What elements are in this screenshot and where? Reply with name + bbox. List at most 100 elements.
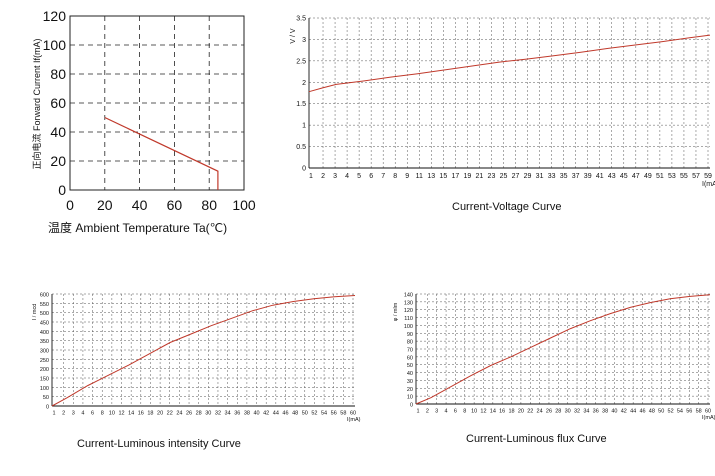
x-tick-label: 36 [593,409,599,415]
y-tick-label: 90 [407,332,413,338]
y-tick-label: 0 [58,182,66,198]
x-tick-label: 1 [52,411,55,417]
x-tick-label: 58 [696,409,702,415]
x-tick-label: 8 [101,411,104,417]
x-tick-label: 34 [225,411,231,417]
x-tick-label: 6 [454,409,457,415]
x-tick-label: 43 [608,173,616,180]
x-tick-label: 25 [500,173,508,180]
y-tick-label: 50 [407,363,413,369]
x-tick-label: 100 [232,197,256,213]
x-tick-label: 8 [393,173,397,180]
y-tick-label: 70 [407,348,413,354]
x-tick-label: 40 [611,409,617,415]
x-tick-label: 46 [639,409,645,415]
x-tick-label: 56 [686,409,692,415]
x-tick-label: 38 [244,411,250,417]
x-tick-label: 52 [668,409,674,415]
x-tick-label: 13 [427,173,435,180]
y-tick-label: 0 [46,405,49,411]
x-tick-label: 29 [524,173,532,180]
y-axis-label: I / mcd [32,304,38,321]
x-tick-label: 44 [630,409,636,415]
x-tick-label: 50 [302,411,308,417]
x-tick-label: 2 [321,173,325,180]
x-tick-label: 2 [62,411,65,417]
y-tick-label: 0.5 [296,144,306,151]
x-tick-label: 12 [118,411,124,417]
x-tick-label: 12 [480,409,486,415]
y-tick-label: 40 [50,124,66,140]
x-tick-label: 28 [555,409,561,415]
plot-frame [69,15,245,191]
y-tick-label: 100 [404,324,413,330]
x-tick-label: 49 [644,173,652,180]
x-tick-label: 20 [518,409,524,415]
series-line [415,294,711,405]
y-tick-label: 300 [40,349,49,355]
x-tick-label: 54 [321,411,327,417]
x-tick-label: 16 [138,411,144,417]
y-tick-label: 80 [50,66,66,82]
current-voltage-chart: 00.511.522.533.51 2 3 4 5 6 7 8 9 11 13 15 17 19 21 23 2… [290,16,715,189]
x-tick-label: 31 [536,173,544,180]
x-tick-label: 47 [632,173,640,180]
chart-title-current-voltage: Current-Voltage Curve [452,201,562,213]
y-tick-label: 60 [50,95,66,111]
y-axis-label: V / V [290,28,297,44]
y-tick-label: 500 [40,311,49,317]
x-tick-label: 45 [620,173,628,180]
x-tick-label: 30 [205,411,211,417]
y-tick-label: 3 [302,37,306,44]
x-tick-label: 58 [340,411,346,417]
y-tick-label: 140 [404,293,413,299]
x-tick-label: 48 [292,411,298,417]
x-tick-label: 48 [649,409,655,415]
x-tick-label: 42 [263,411,269,417]
y-tick-label: 200 [40,367,49,373]
x-tick-label: 30 [565,409,571,415]
x-tick-label: 40 [253,411,259,417]
chart-title-luminous-flux: Current-Luminous flux Curve [466,433,607,445]
y-tick-label: 3.5 [296,16,306,23]
chart-title-luminous-intensity: Current-Luminous intensity Curve [77,438,241,450]
x-tick-label: 11 [416,173,423,180]
x-tick-label: 32 [574,409,580,415]
x-tick-label: 18 [147,411,153,417]
y-tick-label: 100 [40,386,49,392]
x-tick-label: 51 [656,173,664,180]
x-tick-label: 40 [132,197,148,213]
x-tick-label: 53 [668,173,676,180]
y-tick-label: 30 [407,379,413,385]
x-tick-label: 80 [201,197,217,213]
x-tick-label: 26 [186,411,192,417]
x-tick-label: 60 [167,197,183,213]
x-tick-label: 24 [176,411,182,417]
x-tick-label: 15 [439,173,447,180]
x-tick-label: 36 [234,411,240,417]
x-tick-label: 20 [97,197,113,213]
x-tick-label: 3 [435,409,438,415]
x-tick-label: 14 [128,411,134,417]
x-tick-label: 4 [445,409,448,415]
series-line [104,116,219,190]
x-tick-label: 3 [72,411,75,417]
y-tick-label: 350 [40,339,49,345]
x-tick-label: 0 [66,197,74,213]
x-tick-label: 50 [658,409,664,415]
x-tick-label: 28 [196,411,202,417]
derating-chart: 0 20 40 60 80 100 0 20 40 60 80 100 120 温度 Ambient Te… [31,8,256,235]
x-tick-label: 23 [488,173,496,180]
x-tick-label: 57 [692,173,700,180]
series-line [51,295,356,407]
y-tick-label: 20 [407,387,413,393]
y-tick-label: 40 [407,371,413,377]
x-tick-label: 7 [381,173,385,180]
y-tick-label: 1 [302,123,306,130]
x-tick-label: 4 [81,411,84,417]
y-tick-label: 2 [302,80,306,87]
y-tick-label: 1.5 [296,101,306,108]
x-tick-label: 20 [157,411,163,417]
